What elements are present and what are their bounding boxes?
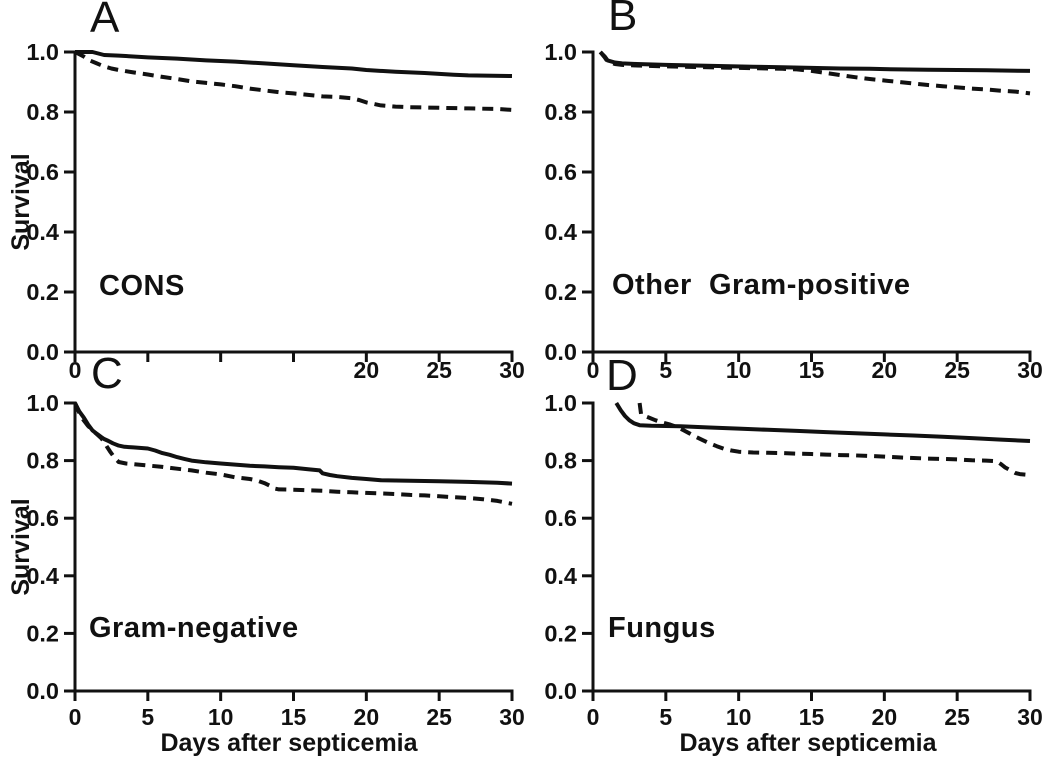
panel-A: 0.0 0.2 0.4 0.6 0.8 1.0 0 20 25 30 [26,39,524,383]
panel-title-other-gram-positive: Other Gram-positive [612,269,911,301]
panel-C-x-tick-label: 0 [69,704,82,730]
panel-A-curve-dashed [74,50,513,112]
panel-C-x-tick-label: 30 [499,704,525,730]
panel-B-x-tick-label: 20 [872,357,898,383]
panel-title-fungus: Fungus [608,612,716,644]
x-axis-title-right: Days after septicemia [679,729,937,757]
panel-C-x-tick-label: 20 [354,704,380,730]
panel-D-x-tick-label: 5 [659,704,672,730]
panel-A-y-tick-label: 0.4 [26,219,59,245]
panel-B-x-tick-label: 10 [726,357,752,383]
panel-A-y-tick-label: 0.2 [26,279,59,305]
panel-B-x-tick-label: 30 [1017,357,1043,383]
panel-C-y-tick-label: 0.6 [26,505,59,531]
panel-B-y-tick-label: 0.2 [544,279,577,305]
panel-D: 0.0 0.2 0.4 0.6 0.8 1.0 0 5 10 15 20 25 30 [544,390,1042,730]
panel-letter-a: A [90,0,120,42]
panel-D-axes [591,401,1032,693]
panel-B-axes [591,50,1032,354]
panel-C-curve-dashed [73,402,513,506]
panel-C-y-tick-label: 1.0 [26,390,59,416]
panel-D-x-tick-label: 15 [799,704,825,730]
panel-letter-c: C [91,349,123,398]
panel-B-x-tick-label: 25 [944,357,970,383]
panel-B-y-tick-label: 0.4 [544,219,577,245]
panel-A-x-tick-label: 20 [354,357,380,383]
panel-B-x-tick-label: 0 [587,357,600,383]
panel-B-curve-solid [598,50,1031,73]
panel-A-axes [73,50,514,354]
panel-A-x-tick-label: 0 [69,357,82,383]
panel-D-y-tick-label: 1.0 [544,390,577,416]
y-axis-title-top: Survival [7,153,35,251]
panel-C-x-tick-label: 10 [208,704,234,730]
panel-D-x-tick-label: 10 [726,704,752,730]
panel-B-x-tick-label: 15 [799,357,825,383]
panel-D-x-tick-label: 20 [872,704,898,730]
panel-D-x-tick-label: 0 [587,704,600,730]
panel-C-curve-solid [73,402,513,486]
panel-A-y-tick-label: 0.6 [26,159,59,185]
panel-title-gram-negative: Gram-negative [89,612,299,644]
panel-B-x-tick-label: 5 [659,357,672,383]
panel-D-y-tick-label: 0.0 [544,678,577,704]
panel-A-y-tick-label: 0.0 [26,339,59,365]
panel-B-y-tick-label: 0.6 [544,159,577,185]
panel-C-y-tick-label: 0.2 [26,620,59,646]
panel-D-x-tick-label: 30 [1017,704,1043,730]
panel-C-x-tick-label: 25 [426,704,452,730]
panel-C-x-tick-label: 5 [141,704,154,730]
panel-B-y-tick-label: 0.8 [544,99,577,125]
panel-D-y-tick-label: 0.8 [544,448,577,474]
panel-D-curve-dashed [637,402,1031,477]
panel-A-x-tick-label: 25 [426,357,452,383]
panel-D-y-tick-label: 0.4 [544,563,577,589]
x-axis-title-left: Days after septicemia [160,729,418,757]
panel-C-y-tick-label: 0.8 [26,448,59,474]
panel-C-axes [73,401,514,693]
panel-B-y-tick-label: 1.0 [544,39,577,65]
panel-title-cons: CONS [99,270,185,302]
panel-C-y-tick-label: 0.0 [26,678,59,704]
panel-D-curve-solid [614,401,1031,443]
panel-A-y-tick-label: 0.8 [26,99,59,125]
panel-B-curve-dashed [598,50,1031,96]
panel-D-y-tick-label: 0.6 [544,505,577,531]
panel-D-x-tick-label: 25 [944,704,970,730]
panel-C-y-tick-label: 0.4 [26,563,59,589]
panel-D-y-tick-label: 0.2 [544,620,577,646]
panel-A-x-tick-label: 30 [499,357,525,383]
panel-A-curve-solid [75,50,513,78]
y-axis-title-bottom: Survival [7,498,35,596]
panel-A-y-tick-label: 1.0 [26,39,59,65]
panel-letter-d: D [606,351,638,400]
panel-B: 0.0 0.2 0.4 0.6 0.8 1.0 0 5 10 15 20 25 30 [544,39,1042,383]
panel-C-x-tick-label: 15 [281,704,307,730]
panel-C: 0.0 0.2 0.4 0.6 0.8 1.0 0 5 10 15 20 25 30 [26,390,524,730]
panel-B-y-tick-label: 0.0 [544,339,577,365]
panel-letter-b: B [608,0,638,40]
